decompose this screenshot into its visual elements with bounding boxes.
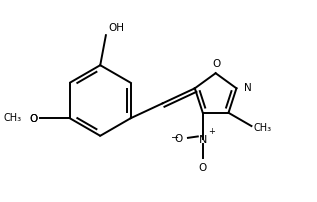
Text: O: O bbox=[212, 59, 220, 69]
Text: O: O bbox=[174, 133, 182, 143]
Text: CH₃: CH₃ bbox=[3, 113, 21, 122]
Text: CH₃: CH₃ bbox=[254, 122, 272, 132]
Text: OH: OH bbox=[109, 23, 125, 33]
Text: O: O bbox=[29, 114, 37, 124]
Text: +: + bbox=[208, 126, 215, 135]
Text: −: − bbox=[171, 133, 179, 142]
Text: N: N bbox=[243, 82, 251, 93]
Text: N: N bbox=[198, 135, 207, 145]
Text: O: O bbox=[199, 162, 207, 172]
Text: O: O bbox=[29, 114, 37, 124]
